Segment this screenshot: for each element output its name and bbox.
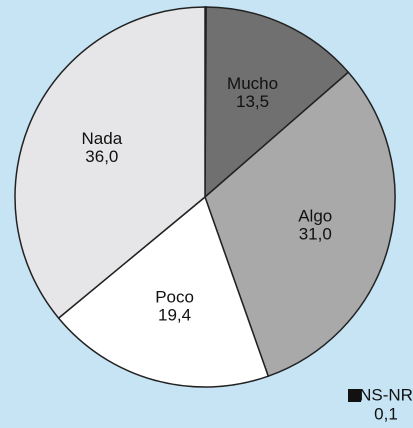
value-label: 36,0 [85,147,118,166]
value-label: 19,4 [158,305,191,324]
legend-label: NS-NR [359,385,413,404]
pie-slice [204,71,396,378]
legend-swatch [348,389,361,402]
slice-label: Nada [82,129,123,148]
slice-label: Mucho [227,74,278,93]
value-label: 0,1 [374,404,398,423]
slice-label: Algo [298,207,332,226]
pie-slice [57,195,270,388]
value-label: 13,5 [236,92,269,111]
value-label: 31,0 [299,225,332,244]
pie-slice [204,6,350,199]
pie-slice [14,6,206,320]
slice-label: Poco [155,287,194,306]
